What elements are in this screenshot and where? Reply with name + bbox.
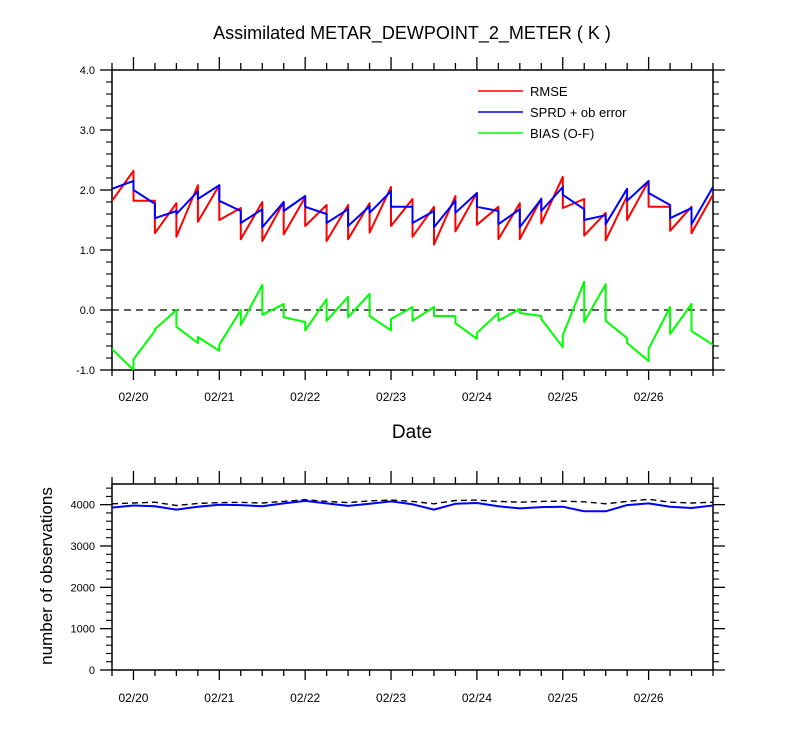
bias-rmse-chart: Assimilated METAR_DEWPOINT_2_METER ( K )…: [76, 23, 725, 443]
x-tick-label: 02/21: [204, 691, 234, 705]
legend-entry: RMSE: [530, 84, 568, 99]
y-tick-label: 0.0: [80, 305, 95, 317]
x-tick-label: 02/20: [118, 691, 148, 705]
legend-entry: SPRD + ob error: [530, 105, 627, 120]
x-tick-label: 02/25: [548, 691, 578, 705]
x-tick-label: 02/24: [462, 390, 492, 404]
y-tick-label: 3000: [71, 541, 95, 553]
y-tick-label: 3.0: [80, 125, 95, 137]
y-tick-label: 0: [89, 665, 95, 677]
x-tick-label: 02/23: [376, 390, 406, 404]
x-tick-label: 02/22: [290, 691, 320, 705]
series-line-series-0: [112, 498, 713, 507]
series-line-sprd-ob-error: [112, 180, 713, 229]
chart-title: Assimilated METAR_DEWPOINT_2_METER ( K ): [213, 23, 611, 44]
observations-chart: number of observations 02/20 02/21 02/22 02…: [37, 471, 725, 705]
y-tick-label: 2.0: [80, 185, 95, 197]
y-tick-label: 2000: [71, 582, 95, 594]
series-line-series-1: [112, 499, 713, 513]
y-tick-label: -1.0: [76, 365, 95, 377]
x-tick-label: 02/26: [634, 390, 664, 404]
plot-area: 02/20 02/21 02/22 02/23 02/24 02/25 02/26 4000 3…: [71, 471, 725, 705]
plot-frame: [111, 483, 714, 671]
x-tick-label: 02/20: [118, 390, 148, 404]
y-tick-label: 4000: [71, 500, 95, 512]
y-tick-label: 1.0: [80, 245, 95, 257]
series-line-bias-o-f: [112, 280, 713, 370]
x-axis-label: Date: [392, 422, 432, 443]
y-tick-label: 1000: [71, 624, 95, 636]
x-tick-label: 02/21: [204, 390, 234, 404]
y-axis-label: number of observations: [37, 487, 56, 665]
x-tick-label: 02/24: [462, 691, 492, 705]
legend-entry: BIAS (O-F): [530, 126, 594, 141]
x-tick-label: 02/22: [290, 390, 320, 404]
x-tick-label: 02/23: [376, 691, 406, 705]
x-tick-label: 02/25: [548, 390, 578, 404]
plot-area: 02/20 02/21 02/22 02/23 02/24 02/25 02/26 4.0 3.…: [76, 57, 725, 404]
y-tick-label: 4.0: [80, 65, 95, 77]
x-tick-label: 02/26: [634, 691, 664, 705]
